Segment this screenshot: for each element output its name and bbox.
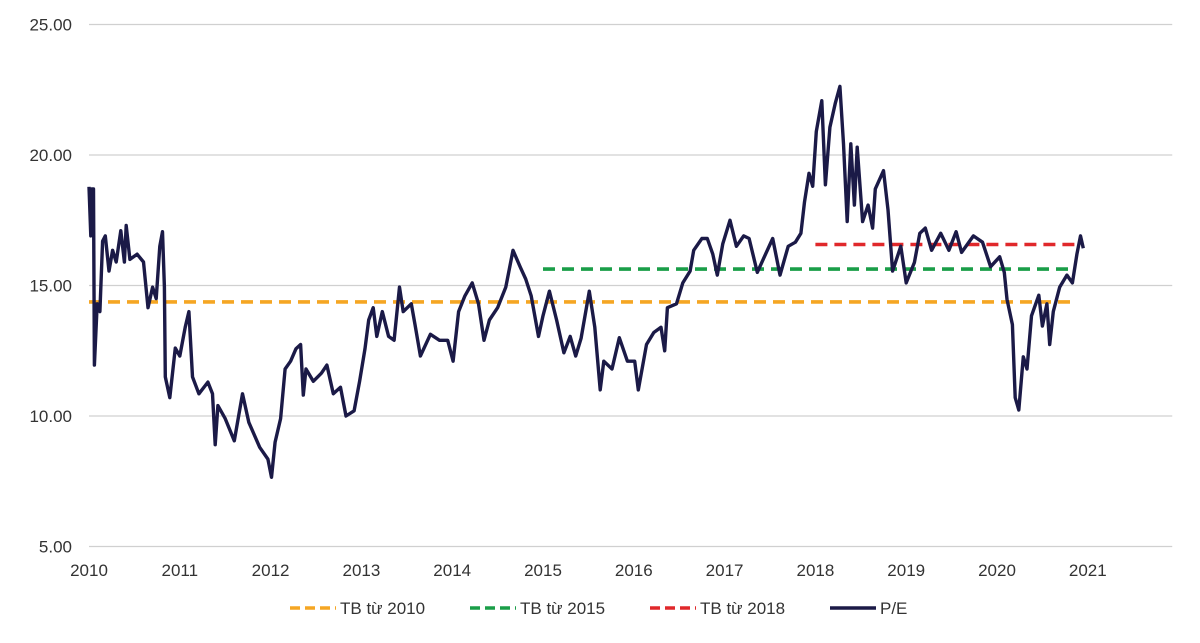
- x-tick-label: 2019: [887, 561, 925, 580]
- y-tick-label: 25.00: [29, 16, 72, 35]
- x-tick-label: 2016: [615, 561, 653, 580]
- x-tick-label: 2010: [70, 561, 108, 580]
- y-axis-ticks: 5.00 10.00 15.00 20.00 25.00: [29, 16, 72, 557]
- pe-line: [87, 84, 1085, 479]
- y-tick-label: 20.00: [29, 146, 72, 165]
- legend: TB từ 2010 TB từ 2015 TB từ 2018 P/E: [290, 599, 907, 618]
- x-tick-label: 2011: [162, 561, 199, 580]
- legend-label: TB từ 2010: [340, 599, 425, 618]
- y-tick-label: 5.00: [39, 538, 72, 557]
- x-tick-label: 2014: [433, 561, 471, 580]
- x-tick-label: 2018: [796, 561, 834, 580]
- series-group: [87, 84, 1085, 479]
- y-tick-label: 10.00: [29, 407, 72, 426]
- y-tick-label: 15.00: [29, 277, 72, 296]
- x-tick-label: 2012: [252, 561, 290, 580]
- x-tick-label: 2021: [1069, 561, 1107, 580]
- x-tick-label: 2020: [978, 561, 1016, 580]
- x-axis-ticks: 2010 2011 2012 2013 2014 2015 2016 2017 2018 2019…: [70, 561, 1107, 580]
- legend-label: TB từ 2018: [700, 599, 785, 618]
- legend-label: P/E: [880, 599, 907, 618]
- x-tick-label: 2015: [524, 561, 562, 580]
- gridlines: [89, 23, 1173, 548]
- legend-label: TB từ 2015: [520, 599, 605, 618]
- x-tick-label: 2013: [342, 561, 380, 580]
- x-tick-label: 2017: [706, 561, 744, 580]
